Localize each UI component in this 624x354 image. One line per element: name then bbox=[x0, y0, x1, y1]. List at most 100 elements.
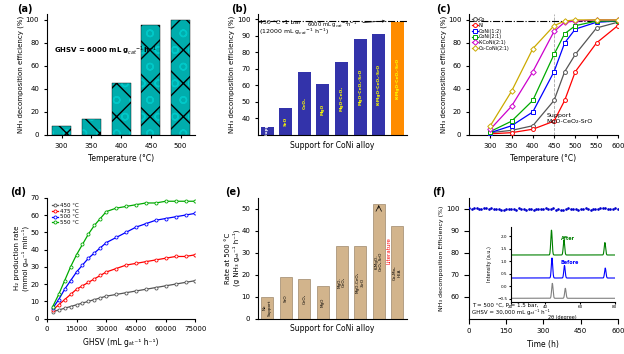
Ni bbox=[508, 131, 515, 135]
Bar bbox=[261, 297, 273, 319]
475 °C bbox=[102, 270, 110, 274]
550 °C bbox=[79, 242, 86, 246]
550 °C bbox=[152, 201, 160, 205]
Co bbox=[550, 98, 558, 103]
500 °C bbox=[67, 279, 74, 283]
500 °C bbox=[102, 240, 110, 245]
500 °C bbox=[73, 270, 80, 274]
CoNi(2:1) bbox=[529, 98, 537, 103]
Co bbox=[487, 131, 494, 135]
Cs-CoNi(2:1) bbox=[529, 47, 537, 51]
Co bbox=[561, 70, 568, 74]
Line: Ni: Ni bbox=[489, 24, 620, 136]
Text: (d): (d) bbox=[9, 187, 26, 198]
Co bbox=[572, 52, 579, 57]
CoNi(1:2) bbox=[614, 19, 622, 23]
475 °C bbox=[192, 253, 199, 257]
Ni bbox=[614, 24, 622, 28]
Text: No
Support: No Support bbox=[263, 299, 271, 316]
475 °C bbox=[67, 292, 74, 297]
Text: No Support: No Support bbox=[265, 117, 269, 145]
Bar bbox=[354, 246, 366, 319]
Bar bbox=[82, 119, 101, 135]
Text: (e): (e) bbox=[225, 187, 241, 198]
550 °C bbox=[97, 216, 104, 221]
Bar bbox=[52, 126, 71, 135]
500 °C bbox=[132, 225, 140, 229]
Text: GHSV = 6000 mL g$_{cat}$$^{-1}$h$^{-1}$: GHSV = 6000 mL g$_{cat}$$^{-1}$h$^{-1}$ bbox=[54, 44, 157, 57]
550 °C bbox=[112, 206, 120, 210]
CoNi(1:2) bbox=[561, 41, 568, 45]
Text: K-MgO-
CeO₂-SrO: K-MgO- CeO₂-SrO bbox=[374, 252, 383, 271]
450 °C bbox=[79, 301, 86, 305]
Bar bbox=[112, 83, 130, 135]
Line: 475 °C: 475 °C bbox=[51, 253, 197, 312]
475 °C bbox=[142, 259, 150, 264]
Bar bbox=[82, 119, 101, 135]
500 °C bbox=[162, 216, 170, 221]
Line: 450 °C: 450 °C bbox=[51, 279, 197, 313]
Ni bbox=[550, 119, 558, 123]
K-CoNi(2:1) bbox=[572, 19, 579, 23]
Y-axis label: Rate at 500 °C
(g NH₃ gₐₜ⁻¹ h⁻¹): Rate at 500 °C (g NH₃ gₐₜ⁻¹ h⁻¹) bbox=[225, 230, 240, 286]
Text: SrO: SrO bbox=[284, 117, 288, 126]
Text: 6000 mL g$_{cat}$$^{-1}$h$^{-1}$: 6000 mL g$_{cat}$$^{-1}$h$^{-1}$ bbox=[307, 19, 384, 30]
K-CoNi(2:1) bbox=[593, 18, 600, 22]
CoNi(2:1) bbox=[593, 19, 600, 23]
X-axis label: Support for CoNi alloy: Support for CoNi alloy bbox=[290, 141, 374, 149]
Text: MgO-CeO₂-SrO: MgO-CeO₂-SrO bbox=[358, 69, 362, 105]
Cs-CoNi(2:1) bbox=[593, 18, 600, 22]
475 °C bbox=[97, 273, 104, 278]
Line: 550 °C: 550 °C bbox=[51, 200, 197, 308]
450 °C bbox=[112, 292, 120, 297]
X-axis label: Time (h): Time (h) bbox=[527, 340, 559, 349]
Text: MgO: MgO bbox=[321, 297, 325, 307]
450 °C bbox=[152, 285, 160, 290]
Co bbox=[593, 26, 600, 30]
K-CoNi(2:1) bbox=[614, 18, 622, 22]
CoNi(1:2) bbox=[572, 27, 579, 31]
500 °C bbox=[61, 287, 69, 291]
450 °C bbox=[122, 291, 130, 295]
550 °C bbox=[142, 201, 150, 205]
550 °C bbox=[192, 199, 199, 203]
Bar bbox=[336, 246, 348, 319]
Bar bbox=[112, 83, 130, 135]
550 °C bbox=[73, 253, 80, 257]
500 °C bbox=[49, 306, 57, 310]
Text: Co₂Mo₆
HEA: Co₂Mo₆ HEA bbox=[393, 265, 402, 280]
CoNi(2:1) bbox=[572, 24, 579, 28]
Text: MgO: MgO bbox=[321, 104, 325, 115]
Line: CoNi(2:1): CoNi(2:1) bbox=[489, 19, 620, 133]
Text: SrO: SrO bbox=[284, 294, 288, 302]
475 °C bbox=[55, 303, 62, 307]
K-CoNi(2:1) bbox=[561, 20, 568, 24]
Text: K-MgO-CeO₂-SrO: K-MgO-CeO₂-SrO bbox=[396, 58, 399, 99]
Bar bbox=[171, 20, 190, 135]
550 °C bbox=[67, 265, 74, 269]
Y-axis label: H₂ production rate
(mmol gₐₜ⁻¹ min⁻¹): H₂ production rate (mmol gₐₜ⁻¹ min⁻¹) bbox=[14, 225, 29, 291]
Bar bbox=[335, 62, 348, 185]
K-CoNi(2:1) bbox=[529, 70, 537, 74]
Y-axis label: NH₃ decomposition efficiency (%): NH₃ decomposition efficiency (%) bbox=[17, 16, 24, 133]
Cs-CoNi(2:1) bbox=[614, 18, 622, 22]
450 °C bbox=[192, 279, 199, 283]
X-axis label: Temperature (°C): Temperature (°C) bbox=[88, 154, 154, 163]
CoNi(2:1) bbox=[487, 130, 494, 134]
X-axis label: Support for CoNi alloy: Support for CoNi alloy bbox=[290, 324, 374, 333]
CoNi(1:2) bbox=[508, 124, 515, 128]
475 °C bbox=[79, 284, 86, 288]
K-CoNi(2:1) bbox=[550, 29, 558, 34]
Ni bbox=[529, 127, 537, 131]
475 °C bbox=[162, 256, 170, 260]
500 °C bbox=[192, 211, 199, 216]
Co bbox=[529, 124, 537, 128]
450 °C bbox=[97, 296, 104, 300]
450 °C bbox=[67, 304, 74, 309]
475 °C bbox=[132, 261, 140, 266]
Bar bbox=[298, 72, 311, 185]
500 °C bbox=[97, 246, 104, 250]
475 °C bbox=[61, 297, 69, 302]
CoNi(1:2) bbox=[550, 70, 558, 74]
475 °C bbox=[172, 254, 180, 258]
